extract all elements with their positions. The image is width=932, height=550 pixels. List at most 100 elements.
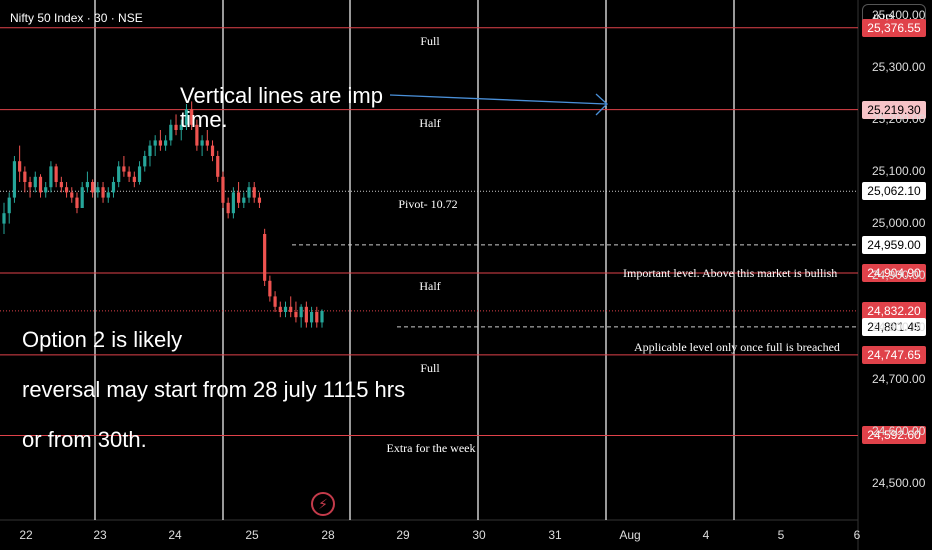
- candle-body: [216, 156, 220, 177]
- x-tick-label: 24: [168, 528, 182, 542]
- level-label: Pivot- 10.72: [398, 197, 458, 212]
- price-tag[interactable]: 25,062.10: [862, 182, 926, 201]
- candle-body: [117, 166, 121, 182]
- y-tick-label: 24,900.00: [872, 267, 926, 282]
- y-tick-label: 24,600.00: [872, 423, 926, 438]
- candle-body: [236, 192, 241, 203]
- vertical-lines-note: Vertical lines are imp time.: [180, 83, 383, 132]
- candle-body: [169, 124, 173, 141]
- candle-body: [132, 176, 136, 182]
- candle-body: [137, 166, 142, 182]
- candle-body: [75, 197, 79, 208]
- candle-body: [164, 140, 168, 146]
- candle-body: [70, 192, 74, 198]
- candle-body: [210, 145, 215, 156]
- candle-body: [268, 280, 272, 297]
- symbol-title[interactable]: Nifty 50 Index · 30 · NSE: [10, 11, 143, 25]
- candle-body: [2, 213, 6, 224]
- price-tag[interactable]: 24,747.65: [862, 345, 926, 364]
- candle-body: [38, 176, 43, 193]
- x-tick-label: 6: [853, 528, 861, 542]
- candle-body: [143, 156, 147, 167]
- candle-body: [148, 145, 152, 156]
- y-tick-label: 24,700.00: [872, 371, 926, 386]
- level-label: Half: [419, 279, 441, 294]
- y-tick-label: 25,200.00: [872, 111, 926, 126]
- candle-body: [85, 182, 90, 188]
- candle-body: [252, 187, 256, 198]
- y-tick-label: 25,000.00: [872, 215, 926, 230]
- annotation-arrow-head: [595, 93, 608, 116]
- y-tick-label: 24,800.00: [872, 319, 926, 334]
- candle-body: [231, 192, 235, 214]
- candle-body: [111, 182, 116, 193]
- candle-body: [7, 197, 11, 214]
- candle-body: [64, 187, 69, 193]
- x-tick-label: 31: [548, 528, 562, 542]
- candle-body: [283, 306, 288, 312]
- candle-body: [278, 306, 282, 312]
- candle-body: [200, 140, 204, 146]
- candle-body: [257, 197, 262, 203]
- candle-body: [263, 234, 267, 281]
- candle-body: [273, 296, 277, 307]
- candle-body: [226, 202, 230, 214]
- candle-body: [96, 187, 100, 193]
- price-tag[interactable]: 24,959.00: [862, 235, 926, 254]
- candle-body: [18, 161, 22, 172]
- price-tag[interactable]: 24,801.45: [862, 317, 926, 336]
- x-tick-label: 4: [702, 528, 710, 542]
- y-tick-label: 25,400.00: [872, 7, 926, 22]
- applicable-level-note: Applicable level only once full is breac…: [634, 340, 840, 354]
- x-tick-label: 30: [472, 528, 486, 542]
- x-tick-label: 22: [19, 528, 33, 542]
- candle-body: [315, 312, 319, 323]
- candle-body: [122, 166, 126, 172]
- candle-body: [289, 306, 293, 312]
- price-tag[interactable]: 25,376.55: [862, 18, 926, 37]
- x-tick-label: 23: [93, 528, 107, 542]
- level-label: Extra for the week: [386, 441, 476, 456]
- candle-body: [190, 109, 194, 125]
- candle-body: [153, 140, 157, 146]
- candle-body: [309, 312, 314, 323]
- candle-body: [127, 171, 131, 177]
- candle-body: [221, 176, 225, 203]
- option-note: Option 2 is likely: [22, 327, 183, 352]
- candle-body: [101, 187, 105, 198]
- candle-body: [59, 182, 63, 188]
- x-tick-label: 5: [777, 528, 785, 542]
- candle-body: [304, 306, 308, 323]
- candle-body: [33, 176, 37, 188]
- candle-body: [174, 124, 178, 130]
- candle-body: [299, 306, 303, 318]
- candle-body: [320, 310, 324, 323]
- candle-body: [242, 197, 246, 203]
- y-tick-label: 24,500.00: [872, 475, 926, 490]
- price-tag[interactable]: 24,904.90: [862, 264, 926, 283]
- x-tick-label: 28: [321, 528, 335, 542]
- candle-body: [80, 187, 84, 208]
- candle-body: [44, 187, 48, 193]
- x-tick-label: 25: [245, 528, 259, 542]
- lightning-bolt-icon[interactable]: ⚡: [311, 492, 335, 516]
- candle-body: [54, 166, 58, 182]
- candle-body: [49, 166, 53, 188]
- candle-body: [247, 187, 251, 198]
- y-tick-label: 25,100.00: [872, 163, 926, 178]
- candle-body: [158, 140, 162, 146]
- candle-body: [195, 124, 199, 146]
- candle-body: [12, 161, 17, 198]
- price-tag[interactable]: 24,592.60: [862, 426, 926, 445]
- price-tag[interactable]: 24,832.20: [862, 301, 926, 320]
- level-label: Full: [420, 33, 440, 48]
- price-tag[interactable]: 25,219.30: [862, 100, 926, 119]
- candle-body: [91, 182, 95, 193]
- candle-body: [179, 124, 183, 130]
- annotation-arrow-line: [389, 94, 607, 105]
- level-label: Full: [420, 360, 440, 375]
- candle-body: [184, 109, 189, 125]
- candle-body: [106, 192, 110, 198]
